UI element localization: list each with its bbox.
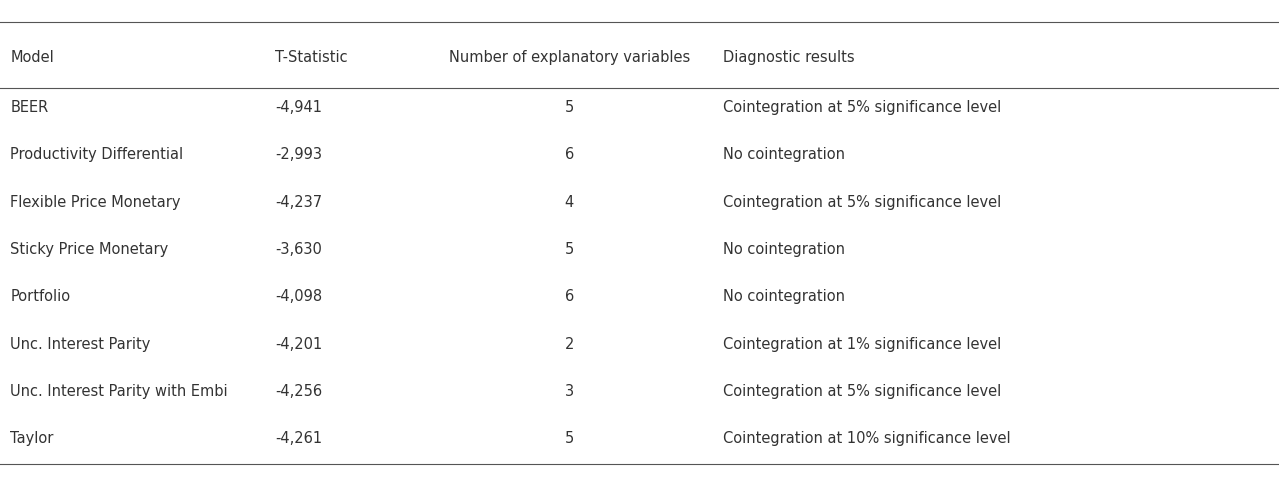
Text: Unc. Interest Parity with Embi: Unc. Interest Parity with Embi — [10, 384, 228, 399]
Text: 5: 5 — [564, 100, 574, 115]
Text: T-Statistic: T-Statistic — [275, 50, 348, 65]
Text: -2,993: -2,993 — [275, 147, 322, 163]
Text: 6: 6 — [564, 147, 574, 163]
Text: Model: Model — [10, 50, 54, 65]
Text: 5: 5 — [564, 242, 574, 257]
Text: No cointegration: No cointegration — [723, 242, 844, 257]
Text: Sticky Price Monetary: Sticky Price Monetary — [10, 242, 169, 257]
Text: Cointegration at 5% significance level: Cointegration at 5% significance level — [723, 195, 1001, 210]
Text: Number of explanatory variables: Number of explanatory variables — [449, 50, 689, 65]
Text: Diagnostic results: Diagnostic results — [723, 50, 854, 65]
Text: -4,256: -4,256 — [275, 384, 322, 399]
Text: -3,630: -3,630 — [275, 242, 322, 257]
Text: 5: 5 — [564, 431, 574, 446]
Text: No cointegration: No cointegration — [723, 289, 844, 304]
Text: 6: 6 — [564, 289, 574, 304]
Text: Cointegration at 5% significance level: Cointegration at 5% significance level — [723, 384, 1001, 399]
Text: Cointegration at 1% significance level: Cointegration at 1% significance level — [723, 337, 1001, 352]
Text: Cointegration at 10% significance level: Cointegration at 10% significance level — [723, 431, 1010, 446]
Text: 2: 2 — [564, 337, 574, 352]
Text: 4: 4 — [564, 195, 574, 210]
Text: Unc. Interest Parity: Unc. Interest Parity — [10, 337, 151, 352]
Text: -4,098: -4,098 — [275, 289, 322, 304]
Text: -4,941: -4,941 — [275, 100, 322, 115]
Text: -4,237: -4,237 — [275, 195, 322, 210]
Text: Cointegration at 5% significance level: Cointegration at 5% significance level — [723, 100, 1001, 115]
Text: Portfolio: Portfolio — [10, 289, 70, 304]
Text: -4,261: -4,261 — [275, 431, 322, 446]
Text: No cointegration: No cointegration — [723, 147, 844, 163]
Text: Flexible Price Monetary: Flexible Price Monetary — [10, 195, 180, 210]
Text: Taylor: Taylor — [10, 431, 54, 446]
Text: -4,201: -4,201 — [275, 337, 322, 352]
Text: Productivity Differential: Productivity Differential — [10, 147, 183, 163]
Text: BEER: BEER — [10, 100, 49, 115]
Text: 3: 3 — [564, 384, 574, 399]
